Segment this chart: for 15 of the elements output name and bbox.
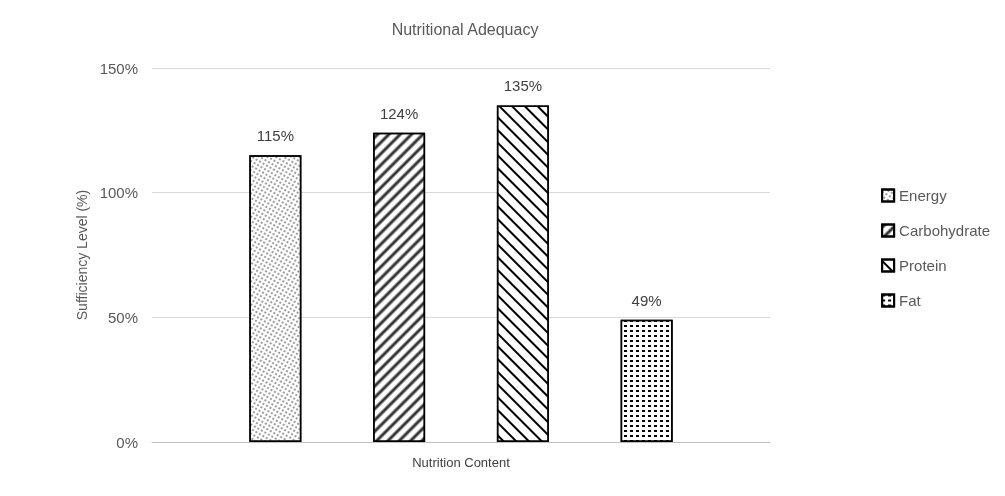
data-label: 124% (379, 104, 419, 122)
y-tick-label: 0% (116, 433, 138, 451)
data-label: 135% (503, 77, 543, 95)
data-label: 49% (631, 291, 662, 309)
y-tick-label: 100% (99, 184, 138, 202)
legend-label: Protein (899, 257, 947, 274)
y-axis-title: Sufficiency Level (%) (73, 189, 90, 321)
chart-title: Nutritional Adequacy (391, 20, 539, 38)
legend-label: Fat (899, 292, 922, 309)
x-axis-title: Nutrition Content (412, 455, 511, 470)
legend-label: Energy (899, 187, 948, 204)
y-tick-label: 50% (107, 308, 138, 326)
legend-label: Carbohydrate (899, 222, 990, 239)
y-tick-label: 150% (99, 59, 138, 77)
data-label: 115% (256, 127, 294, 145)
